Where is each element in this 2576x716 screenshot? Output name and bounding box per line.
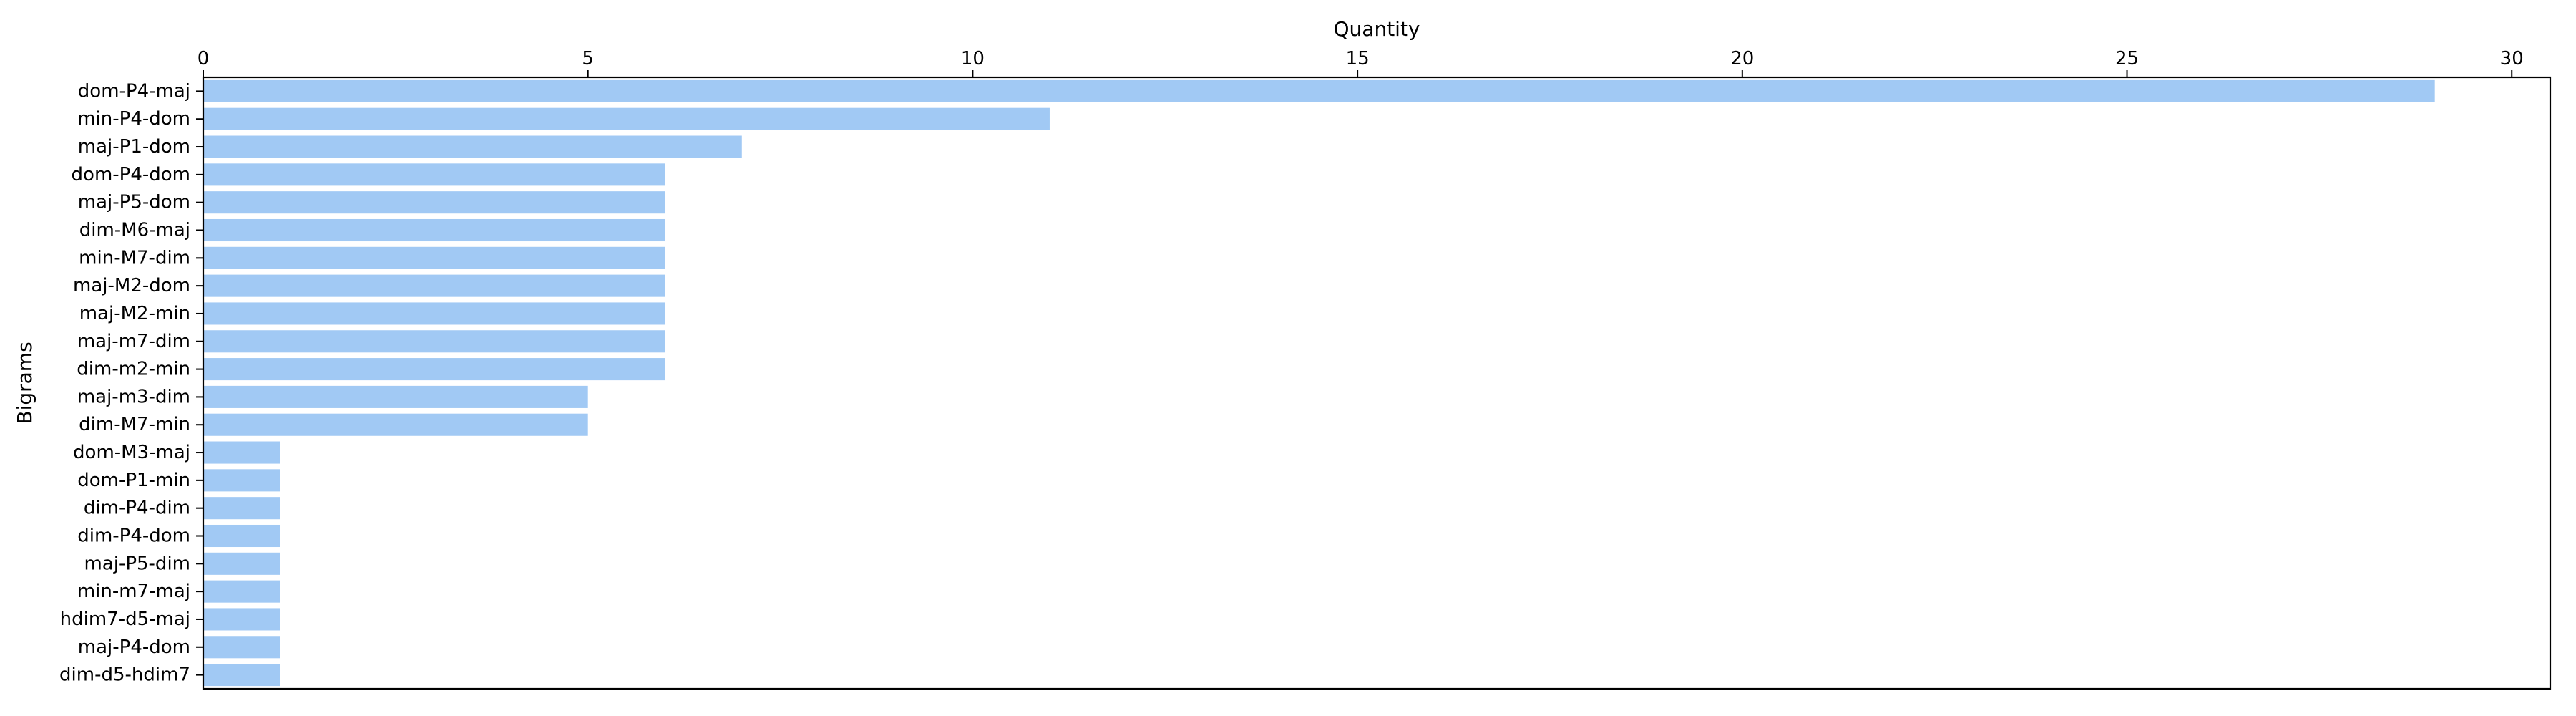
y-axis-ticks: dom-P4-maj min-P4-dom maj-P1-dom dom-P4-dom…: [59, 80, 203, 686]
x-axis-title: Quantity: [1334, 17, 1420, 41]
bar-maj-P1-dom: [203, 135, 742, 158]
y-tick-label: dom-M3-maj: [73, 442, 190, 463]
bar-dom-P4-dom: [203, 163, 665, 186]
bar-min-M7-dim: [203, 246, 665, 269]
bar-dim-d5-hdim7: [203, 664, 280, 687]
y-tick-label: min-P4-dom: [77, 108, 190, 130]
y-tick-label: dim-P4-dom: [77, 526, 190, 547]
plot-frame: [202, 76, 2552, 690]
bar-dim-M7-min: [203, 413, 588, 436]
x-tick-label: 10: [961, 48, 985, 69]
y-tick-label: maj-m3-dim: [77, 386, 190, 407]
bar-hdim7-d5-maj: [203, 608, 280, 631]
y-tick-label: dim-d5-hdim7: [59, 664, 190, 686]
bar-dom-P1-min: [203, 469, 280, 492]
y-tick-label: dim-P4-dim: [84, 498, 190, 519]
y-tick-label: dim-m2-min: [77, 359, 190, 380]
x-tick-label: 20: [1730, 48, 1754, 69]
bar-maj-m7-dim: [203, 330, 665, 353]
y-tick-label: maj-P4-dom: [78, 637, 190, 658]
y-tick-label: min-M7-dim: [79, 247, 190, 268]
y-tick-label: maj-m7-dim: [77, 331, 190, 352]
y-tick-label: maj-P5-dim: [84, 553, 190, 574]
bar-dim-P4-dim: [203, 497, 280, 520]
y-tick-label: hdim7-d5-maj: [60, 609, 190, 630]
y-tick-label: maj-M2-min: [79, 303, 190, 324]
bar-maj-M2-dom: [203, 274, 665, 297]
y-axis-title: Bigrams: [13, 342, 36, 424]
x-tick-label: 15: [1346, 48, 1370, 69]
y-tick-label: dom-P4-maj: [78, 80, 190, 102]
x-tick-label: 5: [582, 48, 594, 69]
x-tick-label: 0: [197, 48, 210, 69]
y-tick-label: dim-M7-min: [79, 414, 190, 435]
x-tick-label: 30: [2500, 48, 2524, 69]
bars: [203, 79, 2435, 687]
y-tick-label: min-m7-maj: [77, 581, 190, 602]
x-tick-label: 25: [2115, 48, 2139, 69]
y-tick-label: dom-P1-min: [77, 470, 190, 491]
bar-dim-M6-maj: [203, 218, 665, 242]
bar-min-m7-maj: [203, 580, 280, 603]
x-axis-ticks: 0 5 10 15 20 25 30: [197, 48, 2524, 77]
bar-maj-P4-dom: [203, 636, 280, 659]
bar-dom-P4-maj: [203, 79, 2435, 102]
bar-maj-P5-dim: [203, 552, 280, 575]
bar-min-P4-dom: [203, 107, 1050, 130]
bar-dom-M3-maj: [203, 441, 280, 464]
y-tick-label: maj-P5-dom: [78, 192, 190, 213]
y-tick-label: dim-M6-maj: [79, 220, 190, 241]
bar-maj-m3-dim: [203, 385, 588, 408]
y-tick-label: maj-P1-dom: [78, 136, 190, 158]
bar-maj-M2-min: [203, 302, 665, 325]
bar-maj-P5-dom: [203, 191, 665, 214]
bar-dim-P4-dom: [203, 524, 280, 548]
y-tick-label: dom-P4-dom: [72, 164, 190, 185]
bar-dim-m2-min: [203, 358, 665, 381]
y-tick-label: maj-M2-dom: [73, 275, 190, 296]
